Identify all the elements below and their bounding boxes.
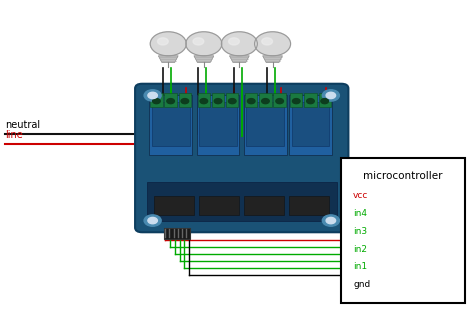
Bar [154, 196, 194, 215]
Bar [244, 95, 287, 155]
Circle shape [228, 99, 236, 104]
Circle shape [181, 99, 189, 104]
Circle shape [144, 215, 161, 226]
Circle shape [326, 217, 336, 224]
Bar [319, 93, 331, 107]
Text: neutral: neutral [5, 120, 40, 130]
Circle shape [276, 99, 283, 104]
Circle shape [262, 38, 273, 45]
Text: gnd: gnd [353, 280, 370, 289]
Bar [259, 93, 272, 107]
Bar [212, 93, 224, 107]
Bar [199, 102, 237, 146]
Polygon shape [158, 56, 178, 63]
FancyBboxPatch shape [135, 84, 348, 232]
Bar [152, 102, 190, 146]
Bar [292, 102, 329, 146]
Polygon shape [229, 56, 249, 63]
Bar [150, 93, 163, 107]
Bar [245, 93, 257, 107]
Circle shape [255, 32, 291, 56]
Bar [147, 182, 337, 221]
Bar [290, 93, 302, 107]
Polygon shape [194, 56, 214, 63]
Bar [164, 93, 177, 107]
Text: in1: in1 [353, 262, 367, 271]
Bar [164, 228, 190, 239]
Circle shape [167, 99, 174, 104]
Text: line: line [5, 130, 22, 140]
Text: in2: in2 [353, 245, 367, 253]
Bar [273, 93, 286, 107]
Bar [149, 95, 192, 155]
Polygon shape [263, 56, 283, 63]
Circle shape [292, 99, 300, 104]
Circle shape [322, 90, 339, 101]
Circle shape [326, 92, 336, 99]
Circle shape [307, 99, 314, 104]
Circle shape [214, 99, 222, 104]
Circle shape [148, 217, 157, 224]
Circle shape [247, 99, 255, 104]
Circle shape [321, 99, 328, 104]
Circle shape [153, 99, 160, 104]
Text: in4: in4 [353, 209, 367, 218]
Bar [244, 196, 284, 215]
Circle shape [144, 90, 161, 101]
Circle shape [186, 32, 222, 56]
Bar [226, 93, 238, 107]
Circle shape [193, 38, 204, 45]
Circle shape [157, 38, 168, 45]
Bar [179, 93, 191, 107]
Circle shape [150, 32, 186, 56]
Bar [199, 196, 239, 215]
Circle shape [262, 99, 269, 104]
Bar [246, 102, 284, 146]
Bar [289, 196, 329, 215]
Bar [197, 95, 239, 155]
Circle shape [228, 38, 239, 45]
Bar [304, 93, 317, 107]
Bar [289, 95, 332, 155]
Bar [341, 158, 465, 303]
Circle shape [148, 92, 157, 99]
Text: in3: in3 [353, 227, 367, 236]
Bar [198, 93, 210, 107]
Circle shape [221, 32, 257, 56]
Text: microcontroller: microcontroller [363, 171, 443, 181]
Circle shape [322, 215, 339, 226]
Circle shape [200, 99, 208, 104]
Text: vcc: vcc [353, 191, 368, 200]
